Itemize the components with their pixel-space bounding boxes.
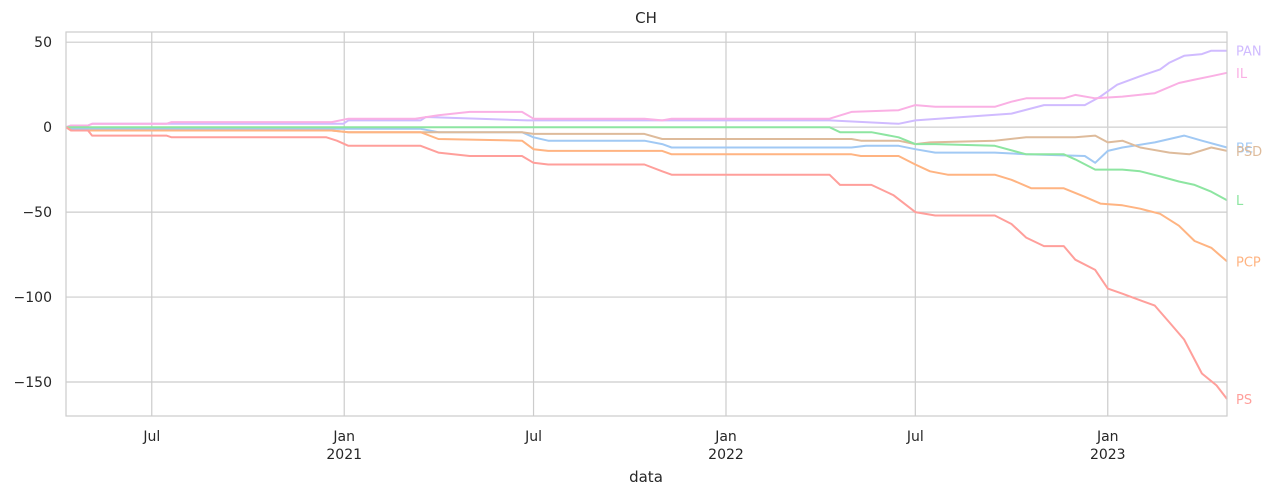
gridlines (66, 32, 1227, 416)
series-label-il: IL (1236, 67, 1248, 82)
series-line-l (66, 126, 1228, 202)
series-label-pan: PAN (1236, 45, 1262, 60)
series-line-ps (65, 126, 1228, 400)
chart-title: CH (635, 9, 657, 27)
x-axis-ticks: Jul Jan 2021 Jul Jan 2022 Jul Jan 2023 (142, 429, 1125, 463)
series-label-be: BE (1236, 142, 1253, 157)
y-tick-label: 0 (43, 120, 52, 136)
x-tick-label: Jan (1096, 429, 1119, 445)
plot-frame (65, 31, 1228, 417)
x-tick-year-label: 2022 (708, 447, 744, 463)
y-axis-ticks: 50 0 −50 −100 −150 (14, 35, 52, 391)
x-tick-label: Jul (524, 429, 542, 445)
series-line-il (65, 71, 1228, 129)
series-line-pan (65, 49, 1227, 129)
x-tick-label: Jan (714, 429, 737, 445)
series-label-l: L (1236, 194, 1244, 209)
series-line-be (65, 126, 1228, 164)
series-label-pcp: PCP (1236, 255, 1261, 270)
x-axis-label: data (629, 468, 663, 486)
x-tick-label: Jan (332, 429, 355, 445)
y-tick-label: −100 (14, 290, 52, 306)
series-label-psd: PSD (1236, 145, 1262, 160)
y-tick-label: 50 (34, 35, 52, 51)
x-tick-label: Jul (906, 429, 924, 445)
series-lines (65, 49, 1228, 400)
x-tick-label: Jul (142, 429, 160, 445)
x-tick-year-label: 2021 (326, 447, 362, 463)
y-tick-label: −150 (14, 375, 52, 391)
x-tick-year-label: 2023 (1090, 447, 1126, 463)
series-line-pcp (65, 126, 1228, 263)
y-tick-label: −50 (22, 205, 52, 221)
series-label-ps: PS (1236, 393, 1252, 408)
